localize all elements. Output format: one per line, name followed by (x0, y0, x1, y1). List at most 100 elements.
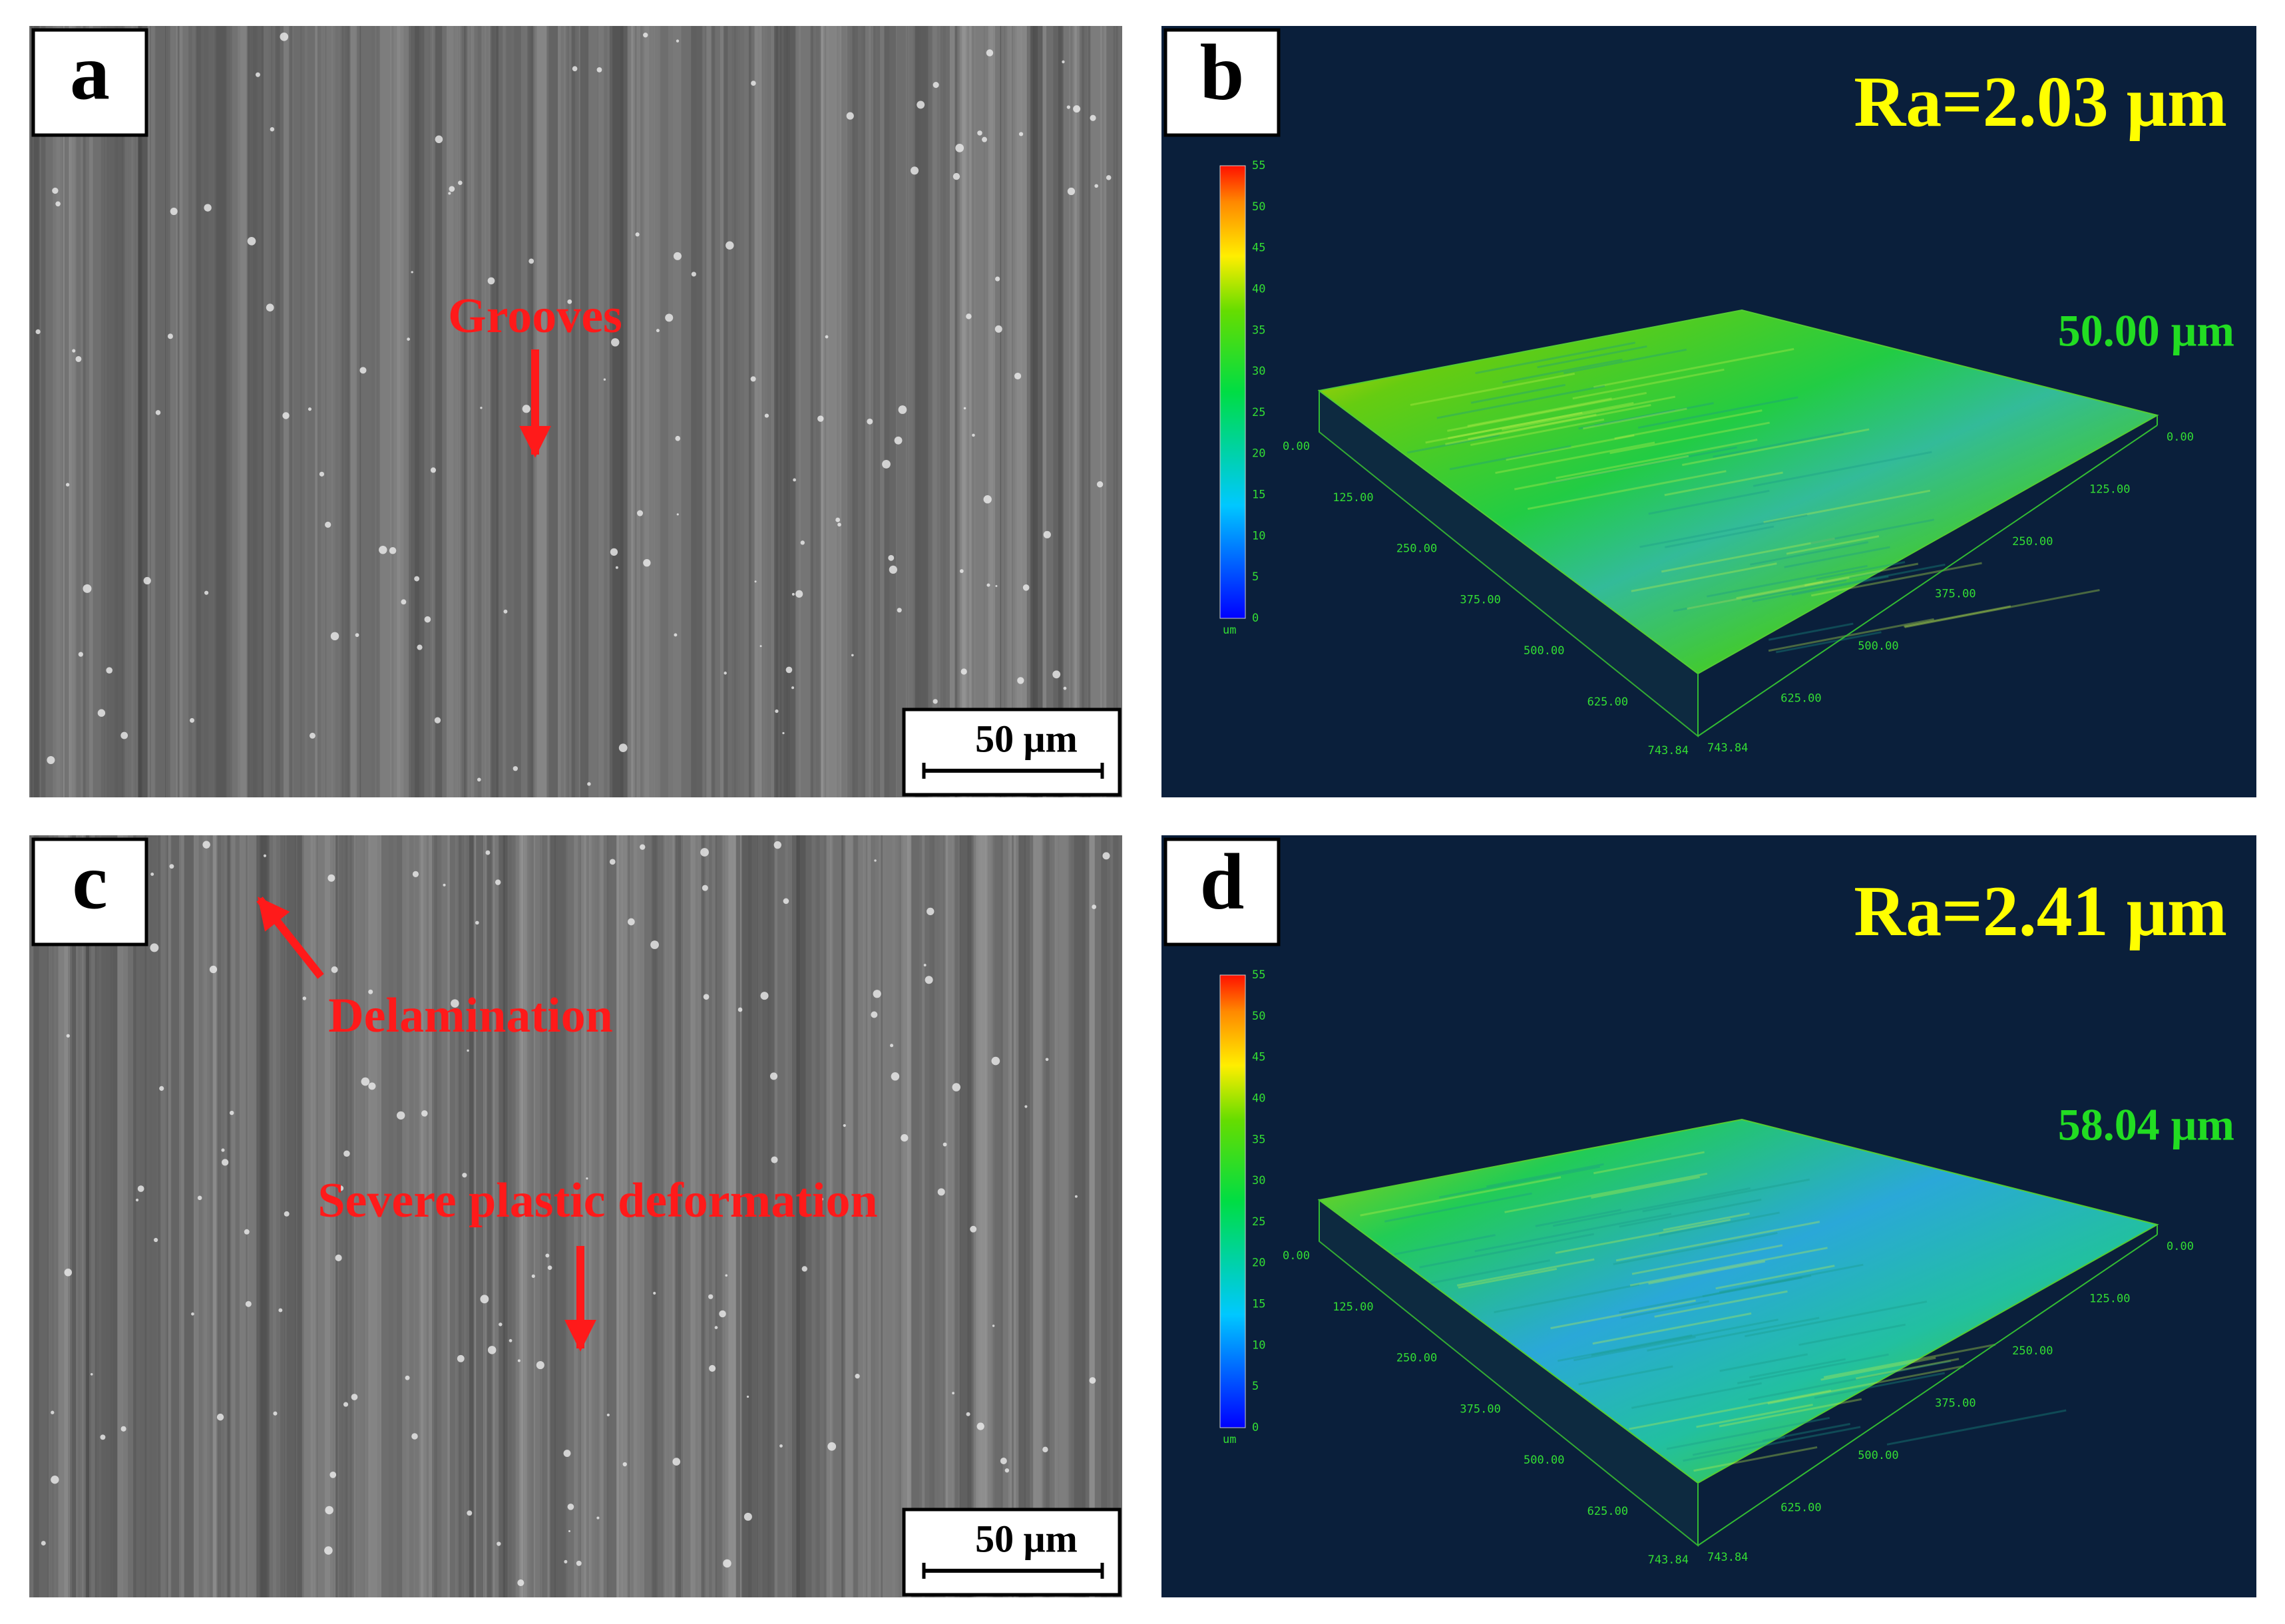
texture (1040, 835, 1043, 1597)
surface-texture (1458, 1267, 1558, 1289)
texture (183, 835, 198, 1597)
surface-texture (1467, 397, 1612, 427)
texture (975, 26, 984, 797)
colorbar-tick-label: 0 (1252, 1421, 1259, 1434)
texture (1110, 835, 1114, 1597)
texture (652, 835, 665, 1597)
surface-texture (1702, 1275, 1812, 1298)
texture (783, 26, 796, 797)
panel-label: b (1200, 28, 1245, 116)
texture (826, 835, 832, 1597)
texture (150, 835, 160, 1597)
texture (638, 26, 647, 797)
texture (230, 835, 236, 1597)
texture (75, 26, 77, 797)
particle (449, 186, 455, 192)
texture (940, 835, 946, 1597)
texture (989, 26, 994, 797)
texture (284, 26, 292, 797)
texture (197, 835, 210, 1597)
particle (656, 329, 660, 333)
texture (138, 26, 141, 797)
surface-texture (1594, 402, 1714, 427)
texture (340, 835, 346, 1597)
particle (596, 67, 602, 73)
surface-texture (1664, 471, 1783, 497)
texture (1016, 26, 1021, 797)
particle (963, 407, 966, 410)
particle (1018, 132, 1024, 136)
texture (728, 835, 741, 1597)
texture (1012, 835, 1014, 1597)
particle (513, 766, 518, 771)
scale-bar-box (902, 1508, 1122, 1597)
texture (640, 26, 642, 797)
particle (475, 920, 479, 925)
texture (968, 835, 974, 1597)
texture (921, 835, 925, 1597)
particle (910, 166, 919, 175)
texture (877, 26, 890, 797)
texture (672, 835, 675, 1597)
colorbar-tick-label: 0 (1252, 612, 1259, 625)
particle (640, 844, 646, 850)
surface-texture (1648, 489, 1770, 515)
particle (691, 272, 696, 277)
texture (695, 26, 707, 797)
texture (394, 26, 408, 797)
particle (976, 1422, 984, 1430)
texture (642, 26, 658, 797)
texture (171, 835, 185, 1597)
surface-texture (1629, 1389, 1832, 1430)
texture (150, 835, 157, 1597)
colorbar-tick-label: 15 (1252, 1298, 1265, 1311)
texture (506, 26, 521, 797)
surface-texture (1648, 1260, 1766, 1285)
particle (1062, 60, 1065, 64)
texture (214, 26, 228, 797)
texture (632, 26, 647, 797)
texture (450, 835, 460, 1597)
particle (343, 1150, 350, 1157)
y-axis-tick-label: 0.00 (2167, 431, 2194, 444)
texture (315, 26, 317, 797)
texture (977, 835, 980, 1597)
texture (511, 26, 528, 797)
texture (178, 26, 189, 797)
particle (329, 1471, 337, 1478)
texture (1106, 835, 1122, 1597)
texture (1022, 835, 1039, 1597)
texture (499, 26, 506, 797)
texture (88, 26, 103, 797)
surface-texture (1360, 1176, 1561, 1217)
texture (749, 835, 756, 1597)
texture (248, 26, 264, 797)
texture (321, 26, 324, 797)
texture (293, 835, 309, 1597)
surface-texture (1563, 348, 1687, 374)
texture (566, 835, 569, 1597)
texture (492, 26, 503, 797)
x-axis-tick-label: 250.00 (1396, 1352, 1437, 1365)
colorbar-unit: um (1223, 624, 1236, 637)
texture (717, 835, 727, 1597)
surface-texture (1737, 1353, 1889, 1384)
texture (845, 835, 858, 1597)
scale-bar-box (902, 708, 1122, 797)
surface-texture (1555, 1219, 1731, 1255)
texture (940, 26, 956, 797)
surface-texture (1749, 1358, 1846, 1379)
texture (290, 26, 304, 797)
particle (817, 415, 824, 422)
texture (459, 26, 464, 797)
texture (481, 26, 489, 797)
texture (446, 26, 461, 797)
texture (564, 835, 580, 1597)
particle (191, 1312, 194, 1316)
texture (991, 835, 1007, 1597)
particle (480, 1295, 489, 1304)
surface-texture (1593, 347, 1794, 389)
particle (827, 1442, 837, 1451)
texture (547, 835, 550, 1597)
texture (589, 835, 604, 1597)
